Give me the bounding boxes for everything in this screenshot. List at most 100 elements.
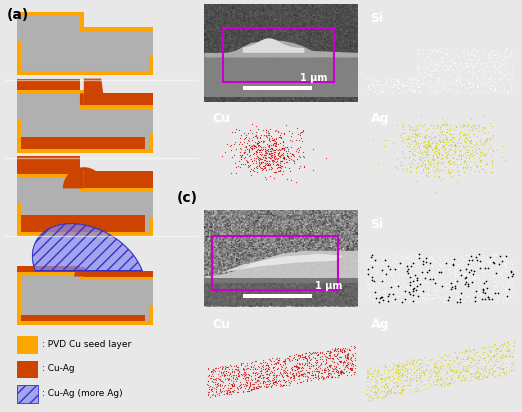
Point (216, 375, 224, 382)
Point (479, 124, 488, 131)
Point (409, 88, 418, 94)
Point (439, 166, 447, 173)
Point (448, 286, 457, 293)
Point (219, 364, 228, 370)
Point (442, 71, 450, 77)
Point (279, 367, 288, 374)
Point (473, 373, 481, 380)
Point (426, 260, 434, 267)
Point (472, 89, 481, 96)
Point (435, 46, 444, 53)
Point (473, 281, 481, 288)
Point (379, 279, 387, 285)
Point (472, 375, 480, 382)
Point (265, 154, 274, 161)
Point (443, 152, 451, 158)
Point (443, 255, 452, 262)
Point (370, 282, 378, 289)
Point (263, 380, 271, 387)
Point (394, 262, 402, 269)
Point (465, 56, 473, 63)
Point (483, 342, 492, 349)
Point (493, 291, 502, 298)
Point (379, 377, 388, 383)
Point (474, 68, 483, 74)
Point (394, 375, 402, 382)
Point (487, 260, 495, 266)
Point (381, 268, 389, 275)
Point (434, 379, 443, 385)
Point (461, 132, 470, 139)
Point (506, 79, 515, 86)
Point (467, 371, 476, 377)
Point (273, 164, 281, 171)
Point (244, 371, 253, 378)
Point (507, 267, 516, 274)
Point (468, 68, 476, 75)
Point (387, 291, 395, 297)
Point (265, 135, 274, 142)
Point (503, 347, 512, 354)
Point (288, 356, 296, 363)
Point (381, 392, 389, 399)
Point (375, 280, 384, 287)
Point (290, 372, 298, 378)
Point (274, 127, 282, 134)
Point (455, 134, 464, 141)
Point (271, 372, 280, 378)
Point (485, 120, 494, 127)
Point (395, 90, 404, 96)
Point (351, 369, 359, 375)
Point (474, 264, 483, 270)
Point (264, 145, 272, 152)
Point (426, 256, 434, 262)
Point (280, 358, 289, 365)
Point (456, 82, 465, 89)
Point (249, 380, 257, 387)
Point (424, 169, 433, 176)
Bar (223, 28, 334, 82)
Point (465, 255, 473, 262)
Point (419, 262, 428, 269)
Point (431, 372, 439, 379)
Point (492, 147, 501, 153)
Point (265, 141, 273, 148)
Point (396, 391, 405, 398)
Point (470, 275, 478, 282)
Point (250, 145, 258, 152)
Point (453, 290, 461, 296)
Point (413, 366, 421, 373)
Point (507, 51, 516, 58)
Point (466, 80, 474, 87)
Point (473, 73, 481, 80)
Point (392, 364, 400, 371)
Point (488, 169, 496, 175)
Point (398, 79, 406, 86)
Point (451, 89, 459, 96)
Point (396, 255, 404, 262)
Point (492, 48, 501, 54)
Point (418, 262, 426, 269)
Point (299, 353, 307, 360)
Point (466, 255, 474, 262)
Point (406, 381, 414, 388)
Point (443, 363, 451, 369)
Point (423, 151, 432, 157)
Point (379, 296, 388, 302)
Point (509, 63, 517, 70)
Point (223, 375, 231, 382)
Point (500, 260, 508, 266)
Point (480, 78, 489, 84)
Point (422, 283, 430, 290)
Point (423, 71, 432, 78)
Point (434, 136, 443, 143)
Point (430, 160, 438, 166)
Point (217, 378, 225, 384)
Point (421, 274, 429, 281)
Point (433, 371, 441, 377)
Point (465, 70, 473, 77)
Point (305, 352, 313, 358)
Point (343, 361, 351, 368)
Point (220, 383, 228, 389)
Point (502, 70, 510, 77)
